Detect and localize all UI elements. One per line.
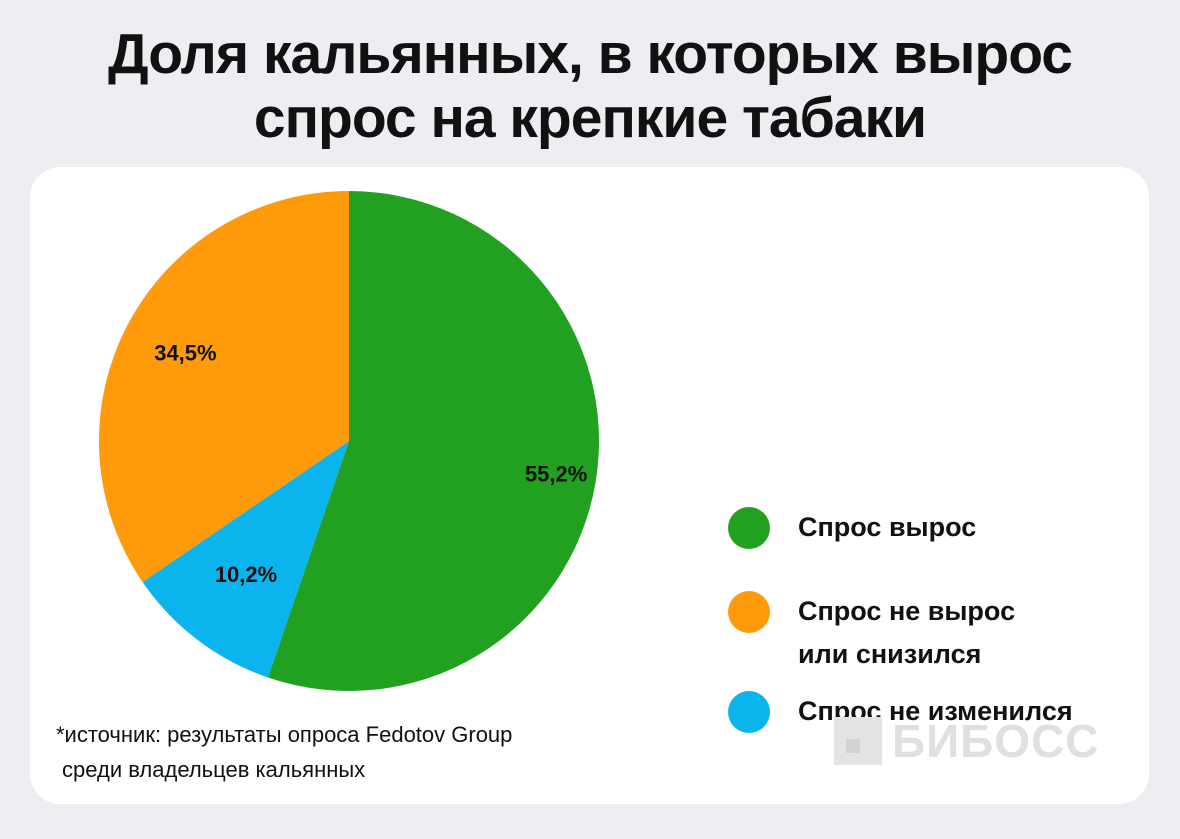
legend-label-grew: Спрос вырос [798,506,976,549]
source-note: *источник: результаты опроса Fedotov Gro… [56,717,512,787]
legend-label-not-grew: Спрос не вырос или снизился [798,590,1015,676]
legend-swatch-grew [728,507,770,549]
source-note-line-1: *источник: результаты опроса Fedotov Gro… [56,722,513,747]
chart-title: Доля кальянных, в которых вырос спрос на… [0,22,1180,150]
legend-label-grew-line-1: Спрос вырос [798,512,977,542]
legend-label-not-grew-line-1: Спрос не вырос [798,596,1016,626]
pie-data-label-2: 10,2% [215,562,277,587]
legend-swatch-not-grew [728,591,770,633]
chart-card: 55,2% 10,2% 34,5% Спрос вырос Спрос не выр… [30,167,1149,804]
legend-swatch-unchanged [728,691,770,733]
pie-slice-3 [98,191,350,582]
source-note-line-2: среди владельцев кальянных [62,757,366,782]
legend-item-grew: Спрос вырос [728,507,976,549]
logo-square-icon [834,717,882,765]
pie-data-label-1: 55,2% [525,461,587,486]
pie-slice-1 [267,191,599,691]
chart-title-line-1: Доля кальянных, в которых вырос [107,22,1073,86]
legend-label-not-grew-line-2: или снизился [798,639,982,669]
pie-chart: 55,2% 10,2% 34,5% [98,191,599,691]
pie-slice-2 [142,441,349,678]
logo: БИБОСС [834,714,1099,768]
chart-title-line-2: спрос на крепкие табаки [253,86,927,150]
legend-item-not-grew: Спрос не вырос или снизился [728,591,1015,676]
logo-text: БИБОСС [892,715,1100,767]
pie-data-label-3: 34,5% [154,340,216,365]
